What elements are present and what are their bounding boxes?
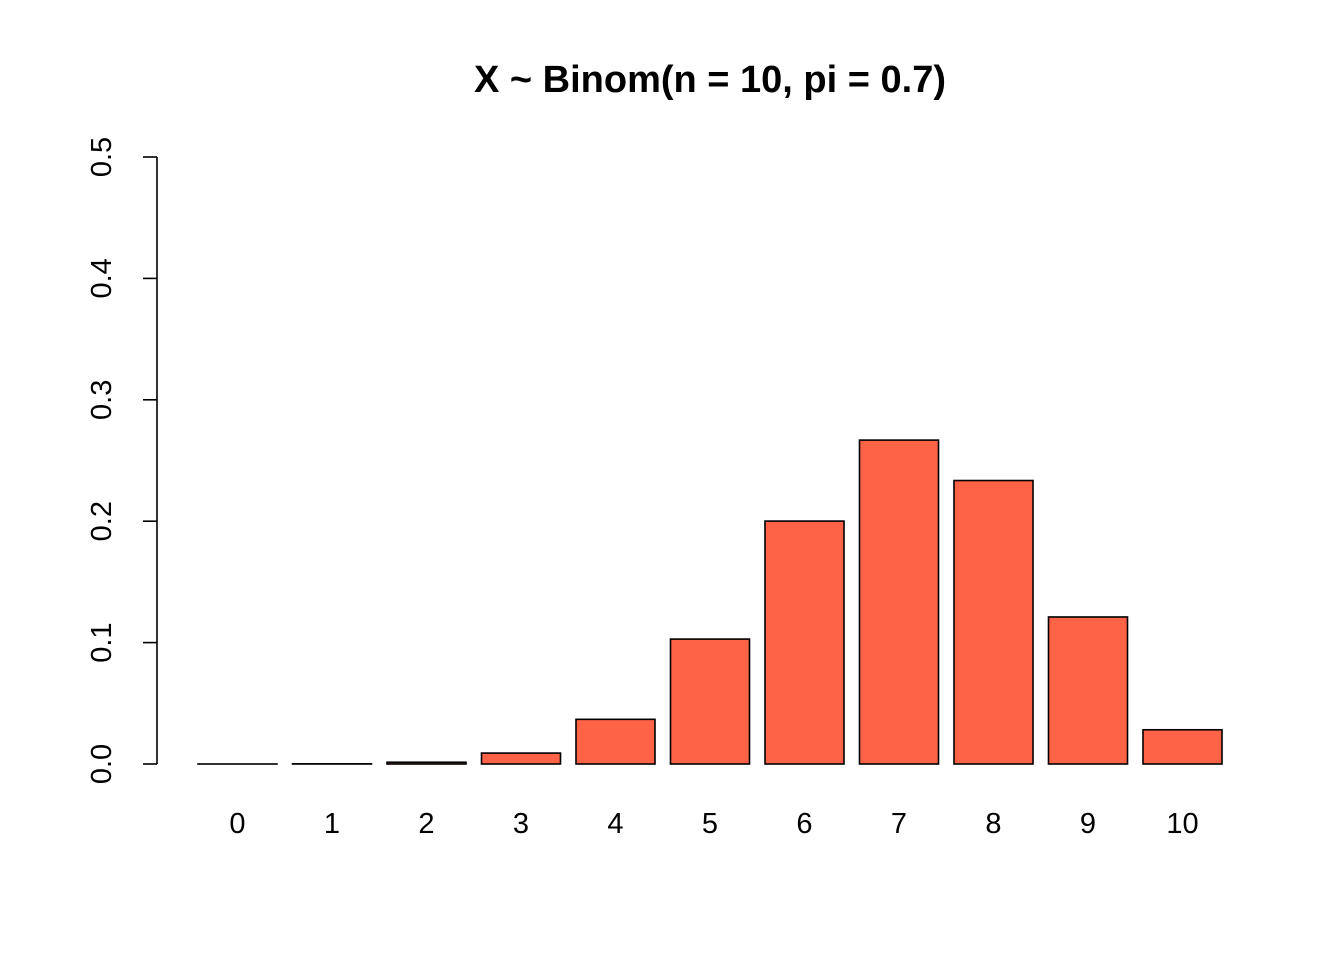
- y-axis: 0.0 0.1 0.2 0.3 0.4 0.5: [86, 137, 158, 784]
- y-tick-label: 0.3: [86, 380, 118, 420]
- bar-8: [953, 479, 1034, 765]
- x-tick-label: 7: [891, 808, 907, 840]
- bar-3: [480, 752, 562, 765]
- bars-group: [197, 439, 1223, 765]
- bar-7: [858, 439, 940, 765]
- y-tick-label: 0.1: [86, 622, 118, 662]
- y-tick-label: 0.5: [86, 137, 118, 177]
- x-tick-label: 10: [1166, 808, 1198, 840]
- x-tick-label: 3: [513, 808, 529, 840]
- chart-title: X ~ Binom(n = 10, pi = 0.7): [474, 59, 946, 101]
- x-tick-label: 5: [702, 808, 718, 840]
- bar-4: [575, 718, 656, 765]
- x-tick-label: 9: [1080, 808, 1096, 840]
- x-tick-label: 8: [985, 808, 1001, 840]
- x-tick-label: 4: [607, 808, 623, 840]
- y-tick-label: 0.2: [86, 501, 118, 541]
- x-tick-label: 1: [324, 808, 340, 840]
- x-tick-label: 2: [418, 808, 434, 840]
- bar-9: [1047, 616, 1129, 765]
- x-tick-label: 0: [229, 808, 245, 840]
- bar-2: [386, 761, 467, 765]
- x-tick-label: 6: [796, 808, 812, 840]
- bar-6: [764, 520, 845, 765]
- x-tick-labels: 0 1 2 3 4 5 6 7 8 9 10: [229, 808, 1198, 840]
- y-tick-label: 0.0: [86, 744, 118, 784]
- y-tick-label: 0.4: [86, 258, 118, 298]
- bar-10: [1142, 728, 1223, 765]
- bar-5: [669, 638, 751, 765]
